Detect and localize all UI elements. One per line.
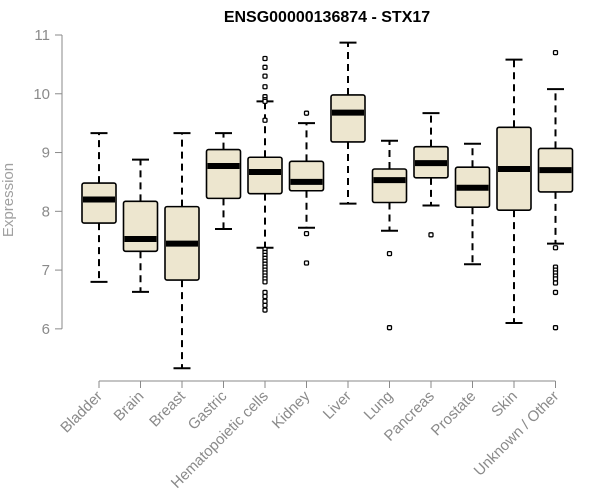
outlier-point xyxy=(552,280,559,286)
box-group xyxy=(413,112,449,238)
y-axis-label: Expression xyxy=(0,163,17,237)
box-group xyxy=(454,142,491,266)
x-tick-label: Bladder xyxy=(57,388,106,437)
box-iqr xyxy=(247,156,283,195)
y-tick-label: 6 xyxy=(42,321,50,338)
outlier-point xyxy=(262,302,268,309)
x-tick-label: Brain xyxy=(111,388,148,425)
outlier-point xyxy=(552,325,559,331)
y-axis: 6 7 8 9 10 11 xyxy=(33,27,63,338)
outlier-point xyxy=(303,230,310,237)
box-iqr xyxy=(288,160,325,192)
outlier-point xyxy=(262,84,268,90)
chart-title: ENSG00000136874 - STX17 xyxy=(224,9,430,26)
outlier-point xyxy=(303,260,310,266)
x-tick-label: Prostate xyxy=(428,388,480,440)
x-tick-label: Skin xyxy=(488,388,521,421)
box-group xyxy=(371,139,408,331)
outlier-point xyxy=(386,250,393,257)
outlier-point xyxy=(262,64,268,70)
outlier-point xyxy=(262,289,268,296)
outlier-point xyxy=(262,279,268,285)
box-iqr xyxy=(205,148,242,200)
outlier-point xyxy=(386,325,393,331)
outlier-point xyxy=(552,289,559,296)
outlier-point xyxy=(262,55,268,62)
box-group xyxy=(122,158,159,293)
x-tick-label: Kidney xyxy=(269,387,314,432)
box-iqr xyxy=(330,94,366,143)
outlier-point xyxy=(262,98,268,105)
outlier-point xyxy=(428,232,434,238)
box-group xyxy=(288,110,325,266)
box-iqr xyxy=(371,168,408,204)
outlier-point xyxy=(262,73,268,79)
y-tick-label: 9 xyxy=(42,145,50,162)
outlier-point xyxy=(262,307,268,313)
y-tick-label: 10 xyxy=(33,86,50,103)
boxes-group xyxy=(81,41,574,370)
box-group xyxy=(330,41,366,205)
box-iqr xyxy=(81,182,117,224)
box-group xyxy=(247,55,283,313)
outlier-point xyxy=(303,110,310,116)
box-group xyxy=(81,132,117,283)
box-group xyxy=(537,49,574,331)
y-tick-label: 8 xyxy=(42,203,50,220)
outlier-point xyxy=(552,276,559,282)
outlier-point xyxy=(262,117,268,123)
box-iqr xyxy=(122,200,159,253)
y-tick-label: 7 xyxy=(42,262,50,279)
box-group xyxy=(496,58,532,324)
x-tick-label: Lung xyxy=(361,388,397,424)
box-group xyxy=(205,132,242,230)
outlier-point xyxy=(552,245,559,251)
x-tick-label: Breast xyxy=(146,387,189,430)
y-tick-label: 11 xyxy=(34,27,50,44)
outlier-point xyxy=(262,293,268,300)
x-tick-label: Liver xyxy=(320,388,355,423)
box-group xyxy=(164,132,200,370)
outlier-point xyxy=(552,49,559,56)
outlier-point xyxy=(262,298,268,304)
